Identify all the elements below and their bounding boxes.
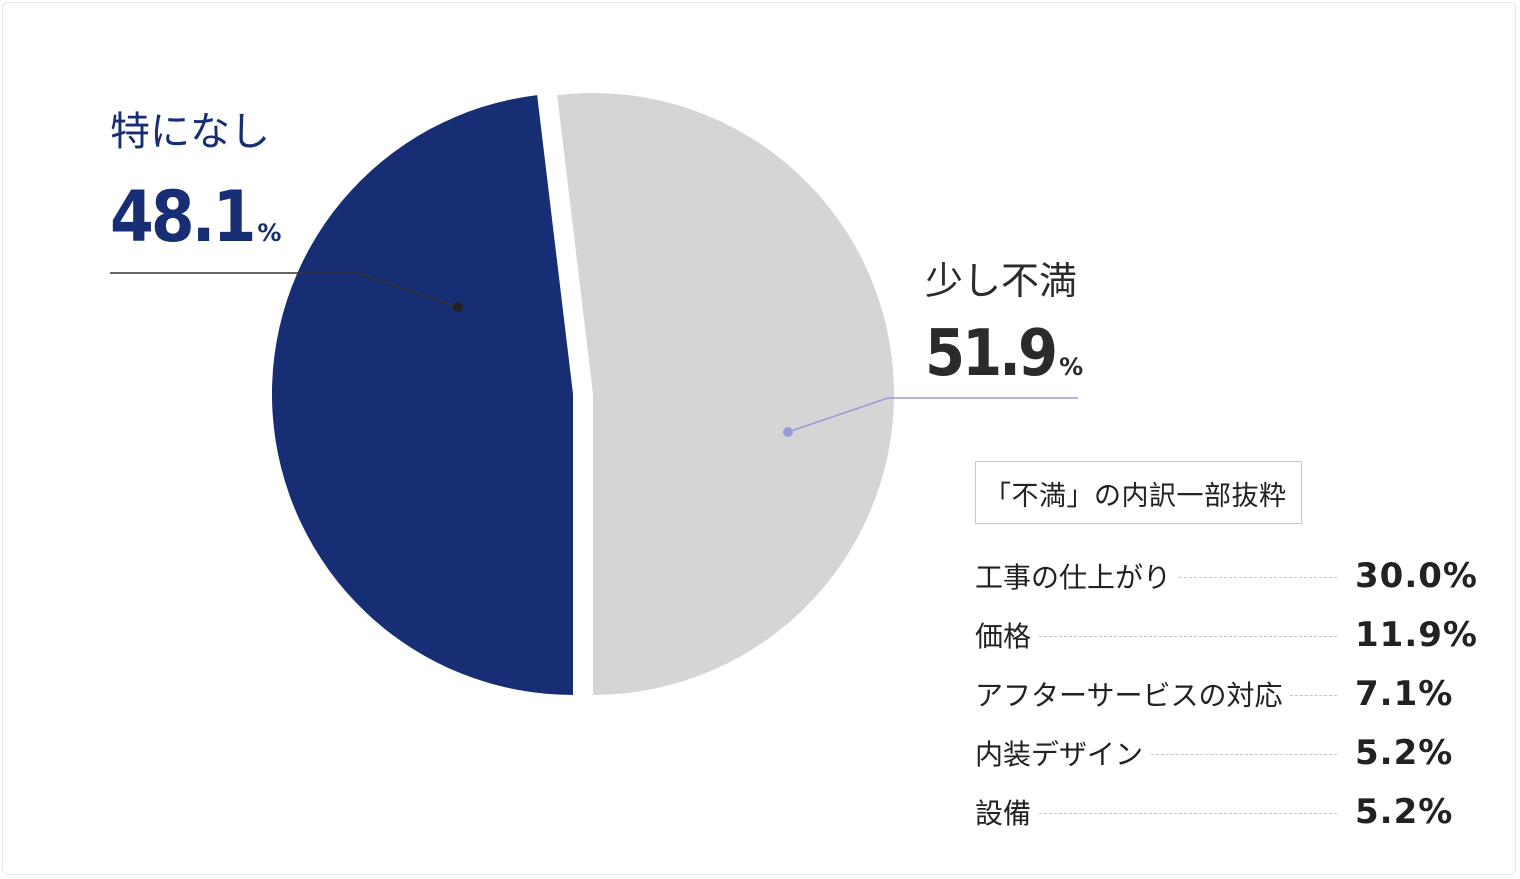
dotted-leader — [1039, 636, 1337, 637]
leader-dot-little — [783, 427, 793, 437]
leader-line-none — [110, 272, 459, 308]
breakdown-label: 内装デザイン — [975, 737, 1144, 771]
slice-name-little: 少し不満 — [925, 259, 1078, 303]
breakdown-value: 30.0% — [1355, 555, 1478, 596]
breakdown-panel: 「不満」の内訳一部抜粋 工事の仕上がり 30.0% 価格 11.9% アフターサ… — [975, 461, 1477, 832]
dotted-leader — [1179, 577, 1337, 578]
dotted-leader — [1151, 754, 1337, 755]
breakdown-label: アフターサービスの対応 — [975, 678, 1283, 712]
pie-slice-little-dissatisfied — [557, 92, 894, 696]
breakdown-title: 「不満」の内訳一部抜粋 — [975, 461, 1302, 524]
breakdown-list: 工事の仕上がり 30.0% 価格 11.9% アフターサービスの対応 7.1% … — [975, 546, 1478, 841]
leader-line-little — [787, 397, 1078, 433]
slice-value-little: 51.9 — [925, 317, 1058, 391]
breakdown-row: アフターサービスの対応 7.1% — [975, 664, 1475, 723]
slice-label-little: 少し不満 51.9% — [925, 262, 1083, 386]
slice-label-none: 特になし 48.1% — [110, 112, 281, 252]
percent-sign-none: % — [257, 219, 282, 247]
dotted-leader — [1290, 695, 1337, 696]
breakdown-label: 価格 — [975, 619, 1032, 653]
breakdown-value: 7.1% — [1355, 673, 1454, 714]
leader-dot-none — [453, 302, 463, 312]
breakdown-row: 工事の仕上がり 30.0% — [975, 546, 1478, 605]
dotted-leader — [1039, 813, 1337, 814]
breakdown-value: 5.2% — [1355, 791, 1454, 832]
percent-sign-little: % — [1059, 353, 1084, 381]
breakdown-row: 価格 11.9% — [975, 605, 1478, 664]
slice-name-none: 特になし — [110, 109, 270, 155]
slice-value-none: 48.1 — [110, 176, 256, 258]
breakdown-label: 設備 — [975, 796, 1032, 830]
breakdown-label: 工事の仕上がり — [975, 560, 1172, 594]
breakdown-row: 内装デザイン 5.2% — [975, 723, 1475, 782]
breakdown-value: 11.9% — [1355, 614, 1478, 655]
breakdown-value: 5.2% — [1355, 732, 1454, 773]
pie-slice-none — [271, 95, 573, 695]
breakdown-row: 設備 5.2% — [975, 782, 1475, 841]
